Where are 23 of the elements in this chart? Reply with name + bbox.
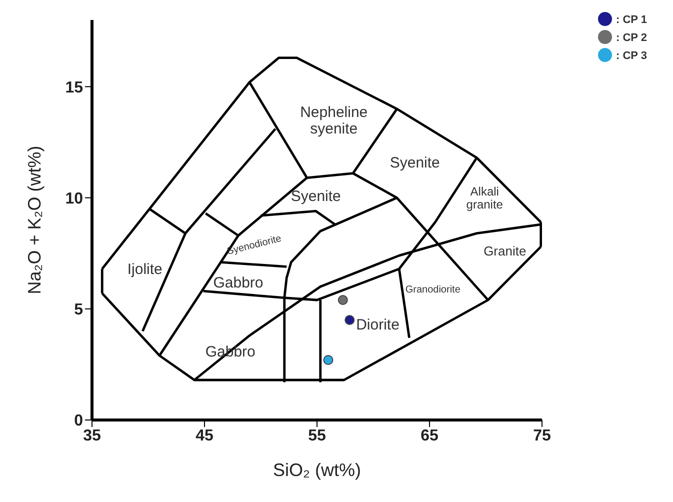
annotation: Granite xyxy=(484,244,526,259)
legend-label: : CP 3 xyxy=(616,50,647,62)
annotation: Ijolite xyxy=(127,261,162,278)
x-tick-label: 75 xyxy=(533,427,552,444)
y-tick-label: 10 xyxy=(65,190,84,208)
x-tick-label: 65 xyxy=(420,427,439,444)
annotation: Granodiorite xyxy=(405,284,461,296)
legend-label: : CP 1 xyxy=(616,14,647,26)
legend-label: : CP 2 xyxy=(616,32,647,44)
y-axis-title: Na₂O + K₂O (wt%) xyxy=(24,146,44,294)
annotation: Nepheline syenite xyxy=(300,104,368,138)
y-tick-label: 5 xyxy=(74,302,84,319)
annotation: Syenite xyxy=(290,188,341,205)
annotation: Gabbro xyxy=(213,274,264,292)
annotation: Alkali granite xyxy=(466,184,504,212)
x-axis-title: SiO₂ (wt%) xyxy=(273,460,362,480)
x-tick-label: 35 xyxy=(83,427,101,444)
annotation: Diorite xyxy=(356,316,400,334)
y-tick-label: 15 xyxy=(65,79,84,96)
annotation: Syenite xyxy=(390,154,440,172)
y-tick-label: 0 xyxy=(74,412,84,430)
x-tick-label: 45 xyxy=(196,427,214,444)
x-tick-label: 55 xyxy=(308,427,326,444)
